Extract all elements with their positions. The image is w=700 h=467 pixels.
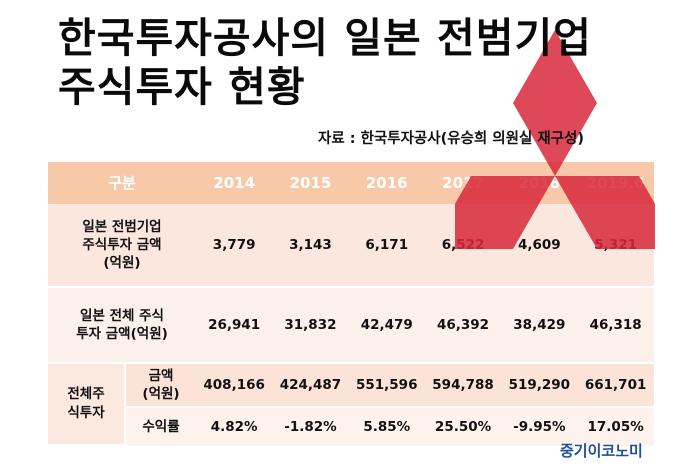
group-label-line: 식투자: [67, 405, 105, 421]
table-row-japan-total: 일본 전체 주식 투자 금액(억원) 26,941 31,832 42,479 …: [48, 288, 654, 364]
header-year: 2018: [518, 174, 561, 192]
row-label-line: 주식투자 금액: [82, 237, 162, 253]
table-cell: 46,392: [436, 317, 490, 333]
header-year: 2015: [289, 174, 332, 192]
table-header-row: 구분 2014 2015 2016 2017 2018 2019.6: [48, 162, 654, 204]
table-cell: 46,318: [589, 317, 642, 333]
group-rows: 금액 (억원) 408,166 424,487 551,596 594,788 …: [126, 364, 654, 446]
table-cell: 551,596: [355, 377, 418, 393]
investment-table: 구분 2014 2015 2016 2017 2018 2019.6 일본 전범…: [48, 162, 654, 446]
table-row-war-criminal: 일본 전범기업 주식투자 금액 (억원) 3,779 3,143 6,171 6…: [48, 204, 654, 288]
table-cell: 408,166: [203, 377, 265, 393]
table-cell: -9.95%: [513, 419, 566, 435]
header-year: 2017: [442, 174, 484, 192]
group-label-line: 전체주: [67, 386, 105, 402]
table-cell: 594,788: [432, 377, 494, 393]
table-cell: -1.82%: [284, 419, 337, 435]
header-year: 2016: [365, 174, 408, 192]
title-line-2: 주식투자 현황: [58, 63, 306, 111]
table-cell: 26,941: [208, 317, 261, 333]
table-cell: 17.05%: [587, 419, 644, 435]
table-cell: 4,609: [517, 237, 561, 253]
table-cell: 4.82%: [210, 419, 258, 435]
table-cell: 3,779: [212, 237, 256, 253]
table-group-total: 전체주 식투자 금액 (억원) 408,166 424,487 551,596 …: [48, 364, 654, 446]
publisher-watermark: 중기이코노미: [560, 442, 643, 460]
header-year: 2019.6: [586, 174, 645, 192]
group-label: 전체주 식투자: [48, 364, 126, 444]
table-cell: 424,487: [279, 377, 342, 393]
row-label-line: 일본 전범기업: [82, 219, 162, 235]
table-cell: 38,429: [513, 317, 566, 333]
row-label: 일본 전범기업 주식투자 금액 (억원): [48, 204, 196, 286]
subrow-label-line: 금액: [148, 368, 174, 384]
table-cell: 661,701: [584, 377, 647, 393]
table-cell: 3,143: [289, 237, 332, 253]
table-row-total-return: 수익률 4.82% -1.82% 5.85% 25.50% -9.95% 17.…: [126, 408, 654, 446]
table-cell: 6,171: [365, 237, 409, 253]
row-label: 일본 전체 주식 투자 금액(억원): [48, 288, 196, 362]
subrow-label: 금액 (억원): [126, 364, 196, 406]
table-cell: 25.50%: [434, 419, 492, 435]
table-cell: 5.85%: [363, 419, 411, 435]
row-label-line: 투자 금액(억원): [76, 326, 168, 342]
table-cell: 5,321: [594, 237, 637, 253]
subrow-label-line: (억원): [142, 386, 180, 402]
table-cell: 31,832: [284, 317, 337, 333]
table-cell: 6,522: [441, 237, 485, 253]
subrow-label: 수익률: [142, 419, 180, 435]
row-label-line: 일본 전체 주식: [80, 308, 164, 324]
table-row-total-amount: 금액 (억원) 408,166 424,487 551,596 594,788 …: [126, 364, 654, 408]
source-note: 자료 : 한국투자공사(유승희 의원실 재구성): [318, 131, 585, 147]
table-cell: 519,290: [508, 377, 571, 393]
row-label-line: (억원): [103, 255, 141, 271]
page-title: 한국투자공사의 일본 전범기업 주식투자 현황: [58, 14, 658, 112]
title-line-1: 한국투자공사의 일본 전범기업: [58, 14, 592, 62]
header-category: 구분: [108, 174, 136, 192]
header-year: 2014: [213, 174, 256, 192]
table-cell: 42,479: [360, 317, 413, 333]
